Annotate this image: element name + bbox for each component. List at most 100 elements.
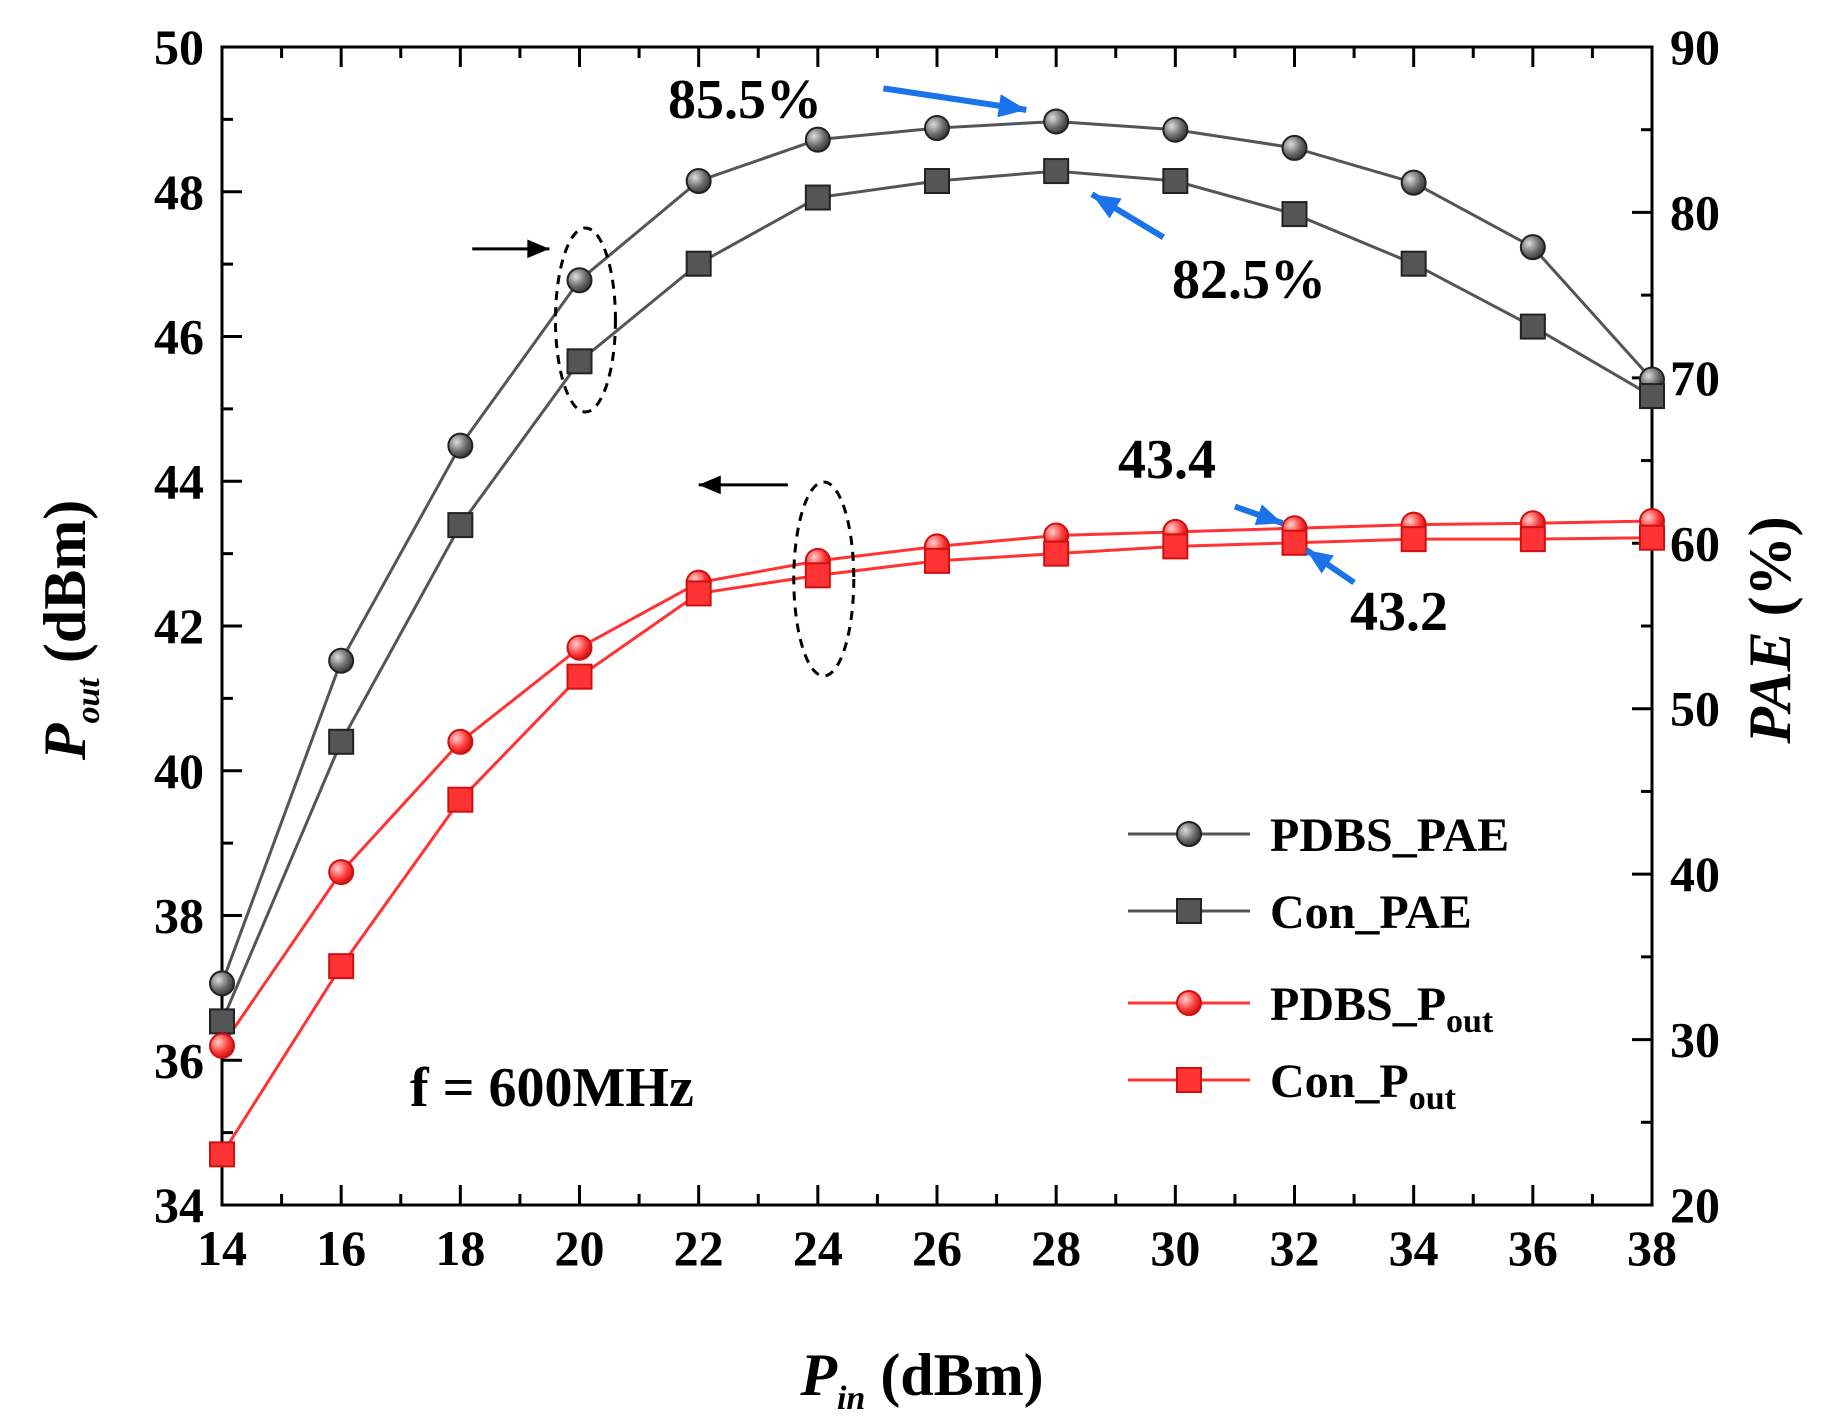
data-point-con_pae (328, 728, 355, 755)
data-point-pdbs_pae (1281, 134, 1308, 161)
data-point-pdbs_pae (1043, 108, 1070, 135)
annotation-con-pout-value: 43.2 (1350, 581, 1448, 643)
callout-arrow-82-5 (1090, 191, 1165, 240)
data-point-con_pout (328, 953, 355, 980)
x-tick-label: 18 (435, 1220, 485, 1276)
data-point-pdbs_pae (1519, 234, 1546, 261)
axis-arrow-left (698, 475, 788, 495)
x-tick-label: 38 (1627, 1220, 1677, 1276)
x-tick-label: 22 (674, 1220, 724, 1276)
legend-label-con_pae: Con_PAE (1270, 886, 1472, 939)
data-point-con_pae (924, 167, 950, 194)
x-tick-label: 16 (316, 1220, 366, 1276)
series-markers (209, 108, 1665, 1168)
y-right-tick-label: 50 (1670, 681, 1720, 737)
dashed-ellipse-pout-group (792, 480, 856, 678)
callout-arrow-43-2 (1304, 547, 1356, 586)
annotation-decorations (472, 85, 1356, 678)
x-tick-label: 32 (1270, 1220, 1320, 1276)
data-point-pdbs_pae (1162, 116, 1189, 143)
data-point-pdbs_pae (447, 432, 474, 459)
axis-arrow-left-head (698, 475, 721, 495)
y-right-tick-label: 20 (1670, 1177, 1720, 1233)
data-point-pdbs_pout (209, 1032, 235, 1059)
legend-label-pdbs_pout: PDBS_Pout (1270, 978, 1494, 1040)
x-tick-label: 24 (793, 1220, 843, 1276)
data-point-con_pae (1519, 313, 1546, 340)
data-point-con_pae (566, 348, 593, 375)
axis-arrow-right (472, 239, 550, 259)
y-left-tick-label: 36 (154, 1032, 204, 1088)
legend: PDBS_PAE Con_PAE PDBS_Pout Con_Pout (1128, 809, 1509, 1117)
data-point-con_pae (804, 184, 831, 211)
x-tick-label: 20 (555, 1220, 605, 1276)
data-point-con_pout (1519, 526, 1546, 553)
x-tick-label: 26 (912, 1220, 962, 1276)
annotation-pdbs-pae-peak: 85.5% (668, 69, 822, 131)
callout-arrow-85-5 (882, 85, 1027, 118)
data-point-pdbs_pae (804, 126, 831, 153)
data-point-con_pout (1400, 526, 1427, 553)
legend-marker-pdbs_pae (1176, 821, 1202, 847)
annotation-pdbs-pout-value: 43.4 (1118, 429, 1216, 491)
x-tick-label: 28 (1031, 1220, 1081, 1276)
y-left-tick-label: 50 (154, 19, 204, 75)
callout-arrow-82-5-head (1091, 194, 1122, 219)
y-left-tick-label: 34 (154, 1177, 204, 1233)
data-point-pdbs_pout (447, 728, 474, 755)
x-tick-label: 30 (1150, 1220, 1200, 1276)
x-tick-label: 14 (197, 1220, 247, 1276)
y-right-tick-label: 70 (1670, 350, 1720, 406)
data-point-con_pout (209, 1141, 235, 1168)
data-point-pdbs_pae (566, 267, 593, 294)
y-right-tick-label: 60 (1670, 515, 1720, 571)
data-point-con_pae (1043, 158, 1070, 185)
y-left-tick-label: 40 (154, 743, 204, 799)
data-point-pdbs_pout (566, 634, 593, 661)
callout-arrow-85-5-head (997, 94, 1027, 118)
data-point-pdbs_pae (209, 970, 235, 997)
legend-label-con_pout: Con_Pout (1270, 1055, 1457, 1117)
y-left-tick-label: 46 (154, 309, 204, 365)
data-point-con_pae (209, 1008, 235, 1035)
legend-marker-pdbs_pout (1176, 990, 1202, 1016)
y-axis-right-title: PAE (%) (1737, 516, 1803, 744)
data-point-con_pae (685, 250, 712, 277)
data-point-con_pae (447, 512, 474, 539)
data-point-con_pae (1281, 201, 1308, 228)
callout-arrow-43-4 (1233, 503, 1284, 527)
data-point-con_pout (924, 547, 950, 574)
x-axis-title: Pin (dBm) (799, 1342, 1043, 1417)
data-point-pdbs_pae (1400, 169, 1427, 196)
y-left-tick-label: 42 (154, 598, 204, 654)
data-point-pdbs_pae (685, 167, 712, 194)
data-point-con_pout (1281, 529, 1308, 556)
data-point-pdbs_pae (924, 115, 950, 142)
y-right-tick-label: 90 (1670, 19, 1720, 75)
y-right-tick-label: 40 (1670, 846, 1720, 902)
y-left-tick-label: 38 (154, 888, 204, 944)
legend-label-pdbs_pae: PDBS_PAE (1270, 809, 1509, 862)
data-point-con_pout (1639, 524, 1665, 551)
callout-arrow-43-2-head (1306, 550, 1334, 574)
y-left-tick-label: 44 (154, 453, 204, 509)
annotation-frequency: f = 600MHz (410, 1057, 694, 1119)
axis-ticks: 14 16 18 20 22 24 26 28 30 32 34 36 38 34 36 38 40 42 44 46… (154, 19, 1720, 1276)
y-left-tick-label: 48 (154, 164, 204, 220)
x-tick-label: 36 (1508, 1220, 1558, 1276)
data-point-pdbs_pae (328, 647, 355, 674)
data-point-con_pout (804, 562, 831, 589)
legend-marker-con_pae (1176, 898, 1202, 924)
legend-marker-con_pout (1176, 1067, 1202, 1093)
data-point-con_pout (1162, 533, 1189, 560)
data-point-pdbs_pout (328, 859, 355, 886)
data-point-con_pout (1043, 540, 1070, 567)
data-point-con_pout (685, 580, 712, 607)
y-axis-left-title: Pout (dBm) (32, 500, 107, 761)
dashed-ellipse-pae-group (553, 226, 617, 414)
annotation-con-pae-peak: 82.5% (1172, 249, 1326, 311)
callout-arrow-43-4-head (1254, 504, 1283, 526)
data-point-con_pae (1639, 383, 1665, 410)
y-right-tick-label: 30 (1670, 1012, 1720, 1068)
